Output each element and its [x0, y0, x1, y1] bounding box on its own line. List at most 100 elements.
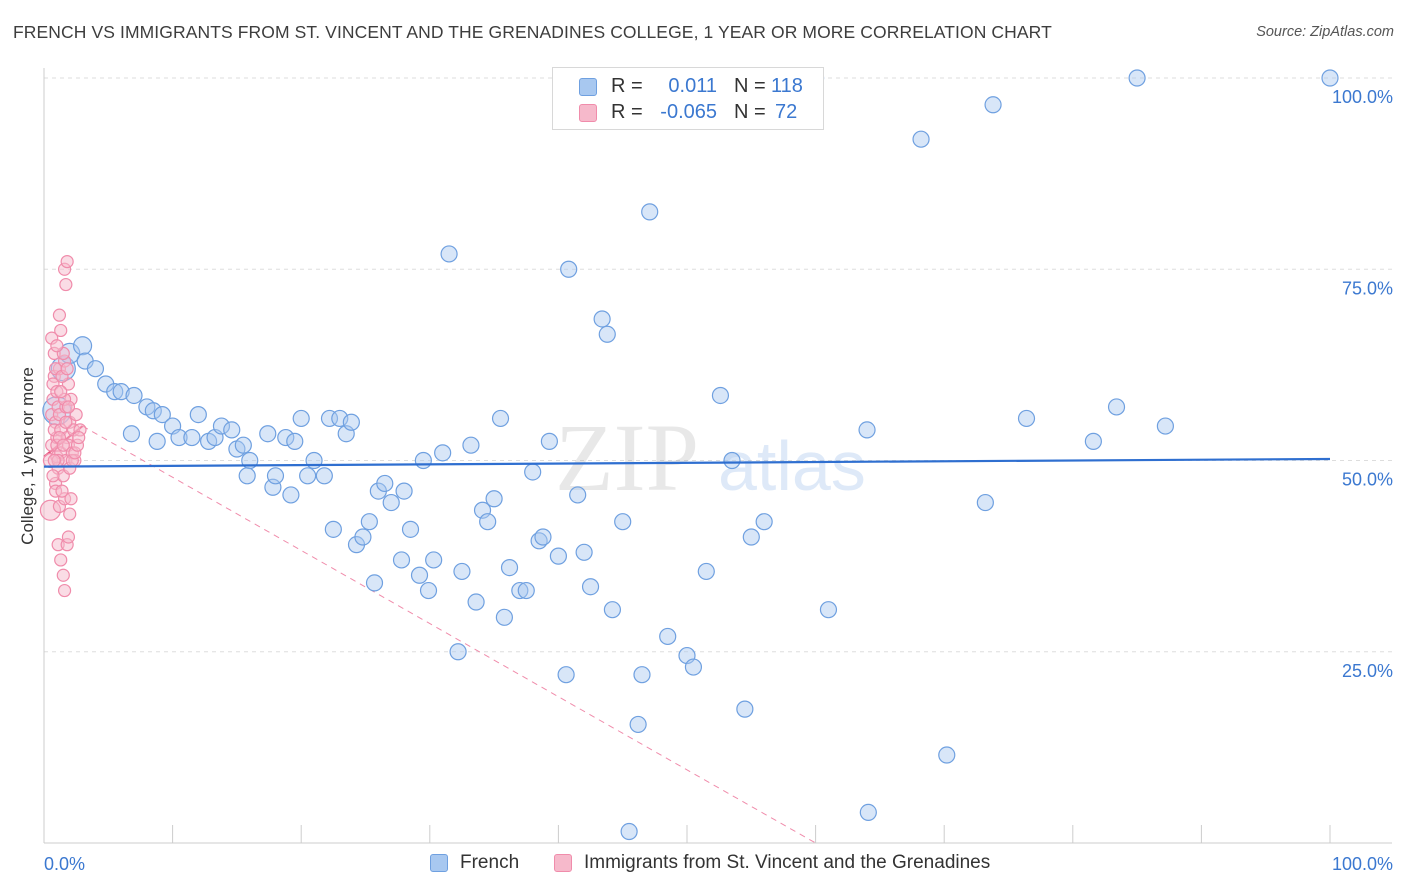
data-point-french — [1017, 409, 1036, 428]
data-point-french — [736, 700, 754, 718]
data-point-french — [659, 627, 677, 646]
data-point-french — [401, 520, 420, 538]
source-credit: Source: ZipAtlas.com — [1256, 24, 1394, 40]
data-point-french — [410, 566, 429, 584]
immigrant-points — [39, 255, 87, 598]
data-point-immigrant — [64, 492, 78, 506]
data-point-french — [72, 336, 93, 356]
data-point-french — [517, 581, 535, 600]
data-point-french — [286, 432, 304, 450]
y-axis-label: College, 1 year or more — [18, 367, 37, 545]
data-point-french — [212, 417, 231, 435]
data-point-french — [976, 493, 994, 512]
pink-trend-line — [43, 425, 816, 844]
data-point-french — [419, 581, 438, 600]
data-point-french — [534, 528, 552, 546]
data-point-immigrant — [60, 362, 74, 376]
data-point-french — [414, 451, 432, 470]
data-point-french — [1107, 398, 1126, 416]
legend-swatch-immigrants — [554, 854, 572, 872]
r-value: 0.011 — [668, 75, 717, 97]
data-point-french — [603, 601, 622, 619]
data-point-immigrant — [56, 568, 70, 582]
data-point-french — [125, 386, 143, 405]
data-point-french — [1084, 432, 1102, 450]
data-point-french — [106, 383, 124, 401]
data-point-french — [485, 490, 503, 508]
legend-item-immigrants[interactable]: Immigrants from St. Vincent and the Gren… — [554, 852, 990, 874]
data-point-immigrant — [61, 400, 76, 414]
data-point-french — [633, 666, 651, 684]
data-point-french — [223, 421, 241, 439]
data-point-french — [112, 383, 130, 401]
data-point-french — [282, 486, 300, 504]
data-point-french — [549, 547, 568, 565]
pink-trend-dashed — [82, 425, 816, 844]
data-point-french — [453, 562, 471, 581]
stats-row-french: R = 0.011 N = 118 — [553, 75, 825, 103]
data-point-immigrant — [56, 438, 70, 452]
data-point-french — [491, 409, 510, 428]
data-point-french — [148, 432, 166, 450]
data-point-immigrant — [59, 277, 73, 292]
data-point-french — [467, 593, 485, 611]
data-point-french — [697, 562, 715, 581]
data-point-immigrant — [60, 255, 74, 269]
data-point-immigrant — [72, 430, 86, 445]
data-point-french — [170, 428, 188, 447]
chart-title: FRENCH VS IMMIGRANTS FROM ST. VINCENT AN… — [13, 22, 1052, 42]
data-point-french — [858, 421, 876, 439]
data-point-french — [153, 406, 171, 424]
data-point-french — [315, 467, 333, 485]
data-point-french — [266, 467, 285, 485]
data-point-immigrant — [63, 507, 77, 521]
data-point-immigrant — [50, 339, 64, 353]
data-point-french — [440, 245, 458, 263]
data-point-french — [593, 310, 611, 328]
data-point-french — [382, 493, 400, 512]
data-point-french — [122, 425, 141, 443]
data-point-french — [938, 746, 956, 764]
gridlines — [44, 77, 1392, 653]
data-point-french — [684, 658, 703, 676]
y-tick-label: 50.0% — [1342, 470, 1393, 490]
r-label: R = — [611, 75, 643, 97]
r-label: R = — [611, 101, 643, 123]
stats-row-immigrants: R = -0.065 N = 72 — [553, 101, 825, 129]
data-point-french — [575, 543, 593, 561]
data-point-french — [392, 551, 411, 569]
data-point-french — [557, 666, 575, 684]
data-point-french — [1156, 417, 1174, 435]
data-point-french — [629, 715, 647, 734]
data-point-french — [277, 428, 295, 447]
data-point-immigrant — [59, 415, 73, 429]
data-point-french — [819, 601, 838, 619]
stats-swatch-french — [579, 78, 597, 96]
data-point-immigrant — [55, 484, 69, 498]
data-point-french — [259, 425, 277, 443]
tick-labels: 25.0% 50.0% 75.0% 100.0% 0.0% 100.0% — [44, 87, 1393, 874]
data-point-immigrant — [46, 469, 60, 483]
data-point-french — [360, 513, 378, 531]
data-point-french — [859, 803, 877, 822]
data-point-french — [755, 513, 773, 531]
data-point-french — [183, 428, 201, 447]
y-tick-label: 25.0% — [1342, 661, 1393, 681]
french-trend-solid — [43, 457, 1331, 468]
data-point-french — [462, 436, 480, 454]
data-point-french — [723, 451, 741, 470]
data-point-immigrant — [57, 583, 72, 598]
data-point-french — [569, 486, 587, 504]
stats-swatch-immigrants — [579, 104, 597, 122]
data-point-french — [581, 578, 600, 596]
data-point-french — [614, 513, 632, 531]
data-point-french — [620, 822, 638, 841]
data-point-french — [1128, 69, 1146, 87]
legend-item-french[interactable]: French — [430, 852, 519, 874]
n-label: N = — [734, 75, 766, 97]
data-point-french — [540, 432, 558, 450]
data-point-french — [711, 386, 730, 405]
watermark-zip: ZIP — [555, 404, 699, 511]
n-label: N = — [734, 101, 766, 123]
